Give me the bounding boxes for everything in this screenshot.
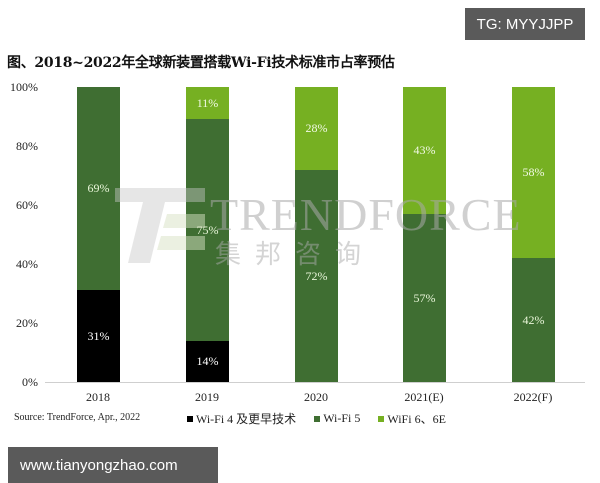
y-tick-0: 0% [22, 375, 38, 389]
chart-legend: Wi-Fi 4 及更早技术 Wi-Fi 5 WiFi 6、6E [187, 410, 446, 427]
x-axis-line [45, 382, 585, 383]
bar-2018: 69% 31% [77, 87, 120, 382]
segment-wifi6: 58% [512, 87, 555, 258]
segment-wifi6: 43% [403, 87, 446, 214]
watermark-brand: TRENDFORCE [210, 189, 522, 240]
x-tick-2021e: 2021(E) [404, 390, 444, 404]
x-tick-2022f: 2022(F) [513, 390, 553, 404]
bar-2021e: 43% 57% [403, 87, 446, 382]
legend-item-wifi5: Wi-Fi 5 [314, 410, 360, 427]
chart-title: 图、2018~2022年全球新装置搭载Wi-Fi技术标准市占率预估 [7, 55, 395, 71]
bar-2020: 28% 72% [295, 87, 338, 382]
y-tick-100: 100% [10, 80, 38, 94]
segment-wifi6: 28% [295, 87, 338, 170]
y-tick-20: 20% [16, 316, 38, 330]
segment-wifi5: 75% [186, 119, 229, 341]
source-note: Source: TrendForce, Apr., 2022 [14, 412, 141, 423]
legend-label: Wi-Fi 5 [323, 411, 361, 425]
segment-wifi5: 72% [295, 170, 338, 382]
y-tick-40: 40% [16, 257, 38, 271]
legend-item-wifi4: Wi-Fi 4 及更早技术 [187, 410, 296, 427]
segment-wifi4: 31% [77, 290, 120, 382]
segment-wifi5: 42% [512, 258, 555, 382]
x-tick-2020: 2020 [304, 390, 328, 404]
x-tick-2019: 2019 [195, 390, 219, 404]
y-tick-80: 80% [16, 139, 38, 153]
bar-2019: 11% 75% 14% [186, 87, 229, 382]
segment-wifi5: 69% [77, 87, 120, 290]
segment-wifi6: 11% [186, 87, 229, 119]
legend-swatch-wifi5 [314, 415, 321, 422]
segment-wifi5: 57% [403, 214, 446, 382]
x-tick-2018: 2018 [86, 390, 110, 404]
legend-label: Wi-Fi 4 及更早技术 [196, 412, 297, 426]
y-tick-60: 60% [16, 198, 38, 212]
segment-wifi4: 14% [186, 341, 229, 382]
tg-badge: TG: MYYJJPP [465, 8, 585, 40]
legend-swatch-wifi6 [378, 415, 385, 422]
legend-label: WiFi 6、6E [387, 412, 446, 426]
legend-item-wifi6: WiFi 6、6E [378, 410, 446, 427]
bar-2022f: 58% 42% [512, 87, 555, 382]
legend-swatch-wifi4 [187, 415, 193, 422]
website-badge: www.tianyongzhao.com [8, 447, 218, 483]
